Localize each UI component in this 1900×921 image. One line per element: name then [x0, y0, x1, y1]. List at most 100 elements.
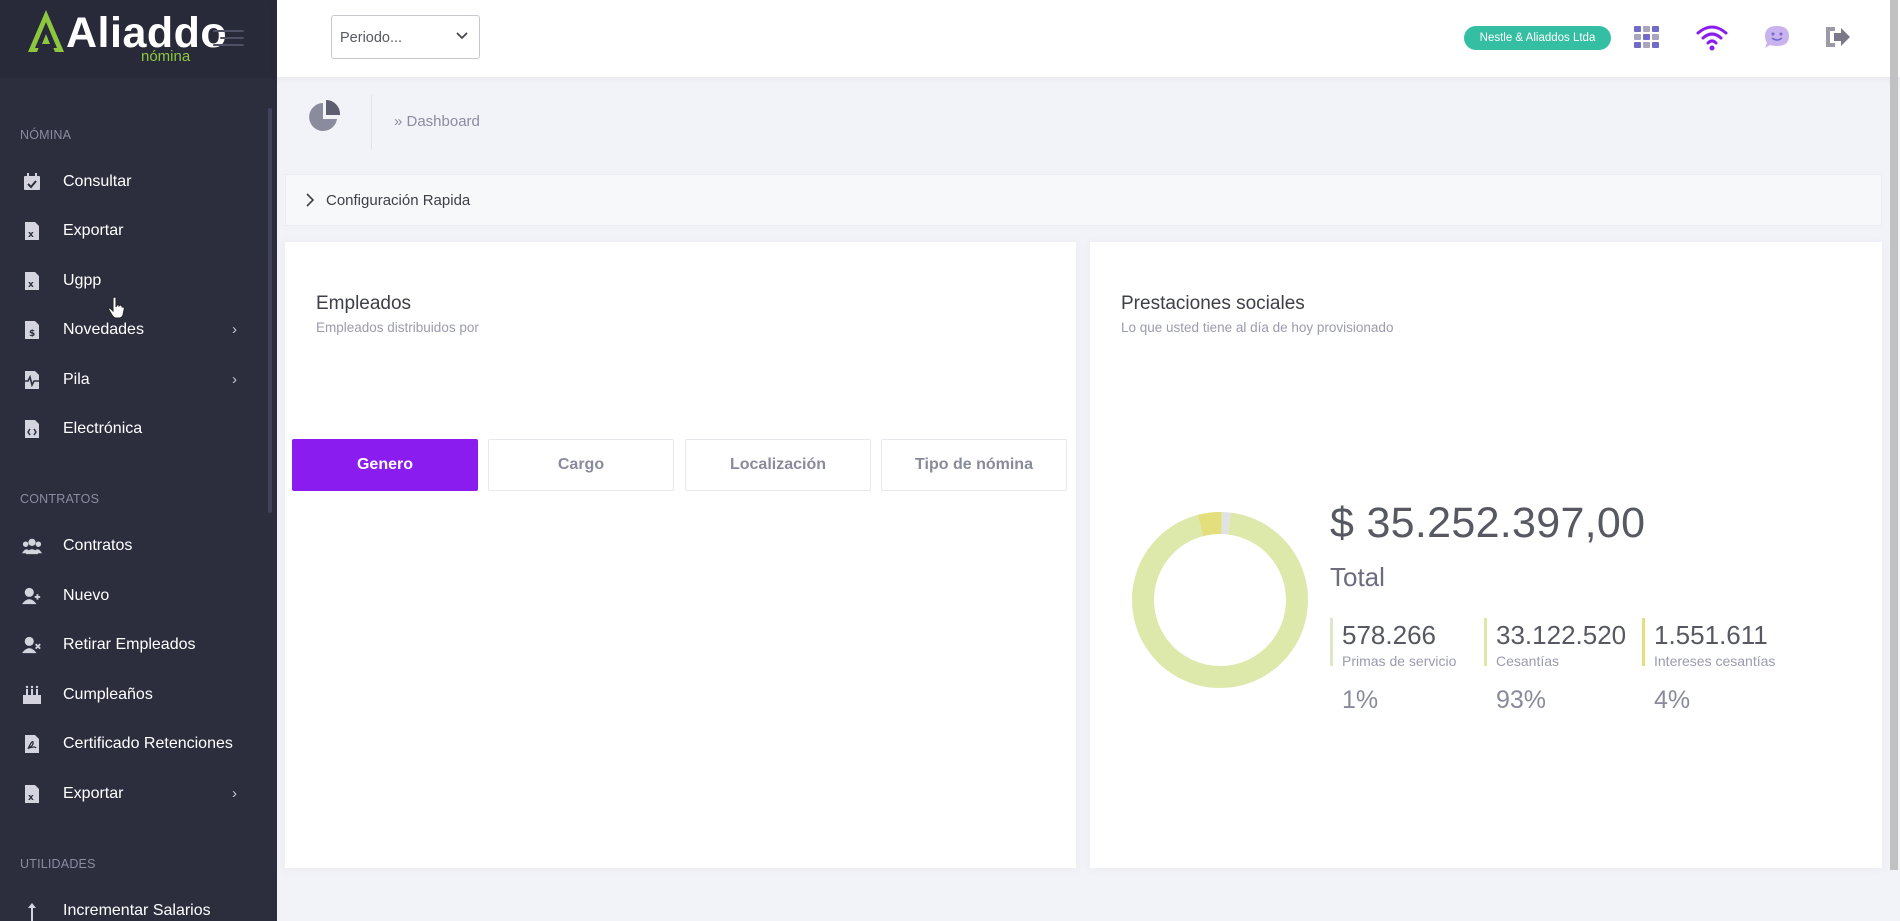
calendar-check-icon: [24, 173, 40, 190]
sidebar-item-electronica[interactable]: Electrónica: [0, 407, 262, 451]
dollar-file-icon: $: [25, 321, 39, 339]
stat-label: Cesantías: [1496, 653, 1560, 669]
stat-percent: 1%: [1342, 686, 1379, 714]
empleados-subtitle: Empleados distribuidos por: [316, 320, 479, 335]
tab-localizacion[interactable]: Localización: [685, 439, 871, 491]
chevron-down-icon: [456, 32, 468, 40]
stat-percent: 4%: [1654, 686, 1691, 714]
svg-text:x: x: [28, 793, 34, 803]
stat-label: Primas de servicio: [1342, 653, 1457, 669]
sidebar-item-ugpp[interactable]: x Ugpp: [0, 259, 262, 303]
excel-file-icon: x: [25, 785, 39, 803]
sidebar-item-pila[interactable]: Pila ›: [0, 358, 262, 402]
sidebar-scrollbar[interactable]: [268, 108, 272, 513]
sidebar-item-certificado-retenciones[interactable]: Certificado Retenciones: [0, 722, 262, 766]
chat-smile-icon[interactable]: [1760, 20, 1794, 54]
sidebar-item-cumpleanos[interactable]: Cumpleaños: [0, 673, 262, 717]
prestaciones-subtitle: Lo que usted tiene al día de hoy provisi…: [1121, 320, 1394, 335]
sidebar-item-novedades[interactable]: $ Novedades ›: [0, 308, 262, 352]
sidebar-item-exportar-contratos[interactable]: x Exportar ›: [0, 772, 262, 816]
period-select[interactable]: Periodo...: [331, 15, 480, 59]
sidebar-item-exportar[interactable]: x Exportar: [0, 209, 262, 253]
wifi-icon[interactable]: [1695, 20, 1729, 54]
sidebar-item-label: Ugpp: [63, 272, 102, 289]
pie-chart-icon: [309, 99, 341, 131]
stat-bar: [1330, 618, 1333, 666]
donut-slice-intereses-cesantías: [1197, 512, 1222, 537]
sidebar-item-label: Retirar Empleados: [63, 636, 196, 653]
svg-text:$: $: [29, 329, 35, 339]
total-amount: $ 35.252.397,00: [1330, 499, 1646, 547]
logo-text: Aliaddo: [66, 9, 228, 57]
donut-slice-primas-de-servicio: [1221, 512, 1231, 535]
sidebar-item-label: Exportar: [63, 222, 124, 239]
quick-config-accordion[interactable]: Configuración Rapida: [285, 174, 1882, 226]
chevron-right-icon: ›: [232, 321, 237, 338]
stat-value: 1.551.611: [1654, 620, 1768, 650]
logout-icon[interactable]: [1821, 20, 1855, 54]
stat-label: Intereses cesantías: [1654, 653, 1776, 669]
sidebar-item-label: Electrónica: [63, 420, 143, 437]
stat-value: 33.122.520: [1496, 620, 1627, 650]
sidebar-item-label: Certificado Retenciones: [63, 735, 233, 752]
excel-file-icon: x: [25, 222, 39, 240]
sidebar-item-label: Consultar: [63, 173, 132, 190]
tab-tipo-nomina[interactable]: Tipo de nómina: [881, 439, 1067, 491]
period-select-value: Periodo...: [340, 30, 403, 46]
sidebar-item-label: Pila: [63, 371, 90, 388]
stat-primas: 578.266 Primas de servicio 1%: [1330, 618, 1480, 738]
page-scrollbar[interactable]: [1890, 0, 1898, 870]
pdf-file-icon: [25, 735, 39, 753]
topbar: Periodo... Nestle & Aliaddos Ltda: [277, 0, 1900, 77]
sidebar-item-incrementar-salarios[interactable]: Incrementar Salarios: [0, 889, 262, 921]
sidebar-item-label: Novedades: [63, 321, 144, 338]
stat-value: 578.266: [1342, 620, 1436, 650]
excel-file-icon: x: [25, 272, 39, 290]
svg-text:x: x: [28, 230, 34, 240]
subheader-divider: [371, 95, 372, 149]
subheader: » Dashboard: [277, 77, 1887, 167]
chevron-right-icon: ›: [232, 371, 237, 388]
prestaciones-donut-chart: [1132, 512, 1308, 688]
stat-bar: [1642, 618, 1645, 666]
sidebar-item-label: Cumpleaños: [63, 686, 153, 703]
sidebar-item-contratos[interactable]: Contratos: [0, 524, 262, 568]
arrow-up-icon: [28, 903, 36, 921]
menu-toggle-icon[interactable]: [213, 30, 244, 46]
stat-cesantias: 33.122.520 Cesantías 93%: [1484, 618, 1634, 738]
mouse-pointer-icon: [108, 296, 125, 319]
empleados-title: Empleados: [316, 293, 412, 314]
sidebar-item-consultar[interactable]: Consultar: [0, 160, 262, 204]
prestaciones-title: Prestaciones sociales: [1121, 293, 1305, 314]
sidebar-item-label: Incrementar Salarios: [63, 902, 211, 919]
chevron-right-icon: [306, 193, 315, 207]
stat-bar: [1484, 618, 1487, 666]
user-plus-icon: [22, 587, 41, 605]
logo-area: Aliaddo nómina: [0, 0, 277, 78]
stat-percent: 93%: [1496, 686, 1547, 714]
birthday-cake-icon: [23, 685, 41, 704]
empleados-panel: Empleados Empleados distribuidos por Gen…: [285, 242, 1076, 868]
sidebar-item-retirar-empleados[interactable]: Retirar Empleados: [0, 623, 262, 667]
section-title-contratos: CONTRATOS: [20, 492, 100, 506]
code-file-icon: [25, 420, 39, 438]
breadcrumb[interactable]: » Dashboard: [394, 113, 480, 130]
tab-cargo[interactable]: Cargo: [488, 439, 674, 491]
stat-intereses: 1.551.611 Intereses cesantías 4%: [1642, 618, 1792, 738]
prestaciones-panel: Prestaciones sociales Lo que usted tiene…: [1090, 242, 1882, 868]
sidebar-item-nuevo[interactable]: Nuevo: [0, 574, 262, 618]
chevron-right-icon: ›: [232, 785, 237, 802]
sidebar-item-label: Exportar: [63, 785, 124, 802]
sidebar-item-label: Contratos: [63, 537, 133, 554]
section-title-nomina: NÓMINA: [20, 128, 72, 142]
tab-genero[interactable]: Genero: [292, 439, 478, 491]
sidebar: Aliaddo nómina NÓMINA Consultar x Export…: [0, 0, 277, 921]
total-label: Total: [1330, 562, 1385, 592]
logo-subtitle: nómina: [141, 48, 191, 65]
sidebar-item-label: Nuevo: [63, 587, 110, 604]
pulse-file-icon: [23, 371, 41, 389]
users-icon: [22, 538, 42, 555]
quick-config-label: Configuración Rapida: [326, 192, 471, 209]
apps-grid-icon[interactable]: [1630, 20, 1664, 54]
company-badge[interactable]: Nestle & Aliaddos Ltda: [1464, 26, 1611, 50]
